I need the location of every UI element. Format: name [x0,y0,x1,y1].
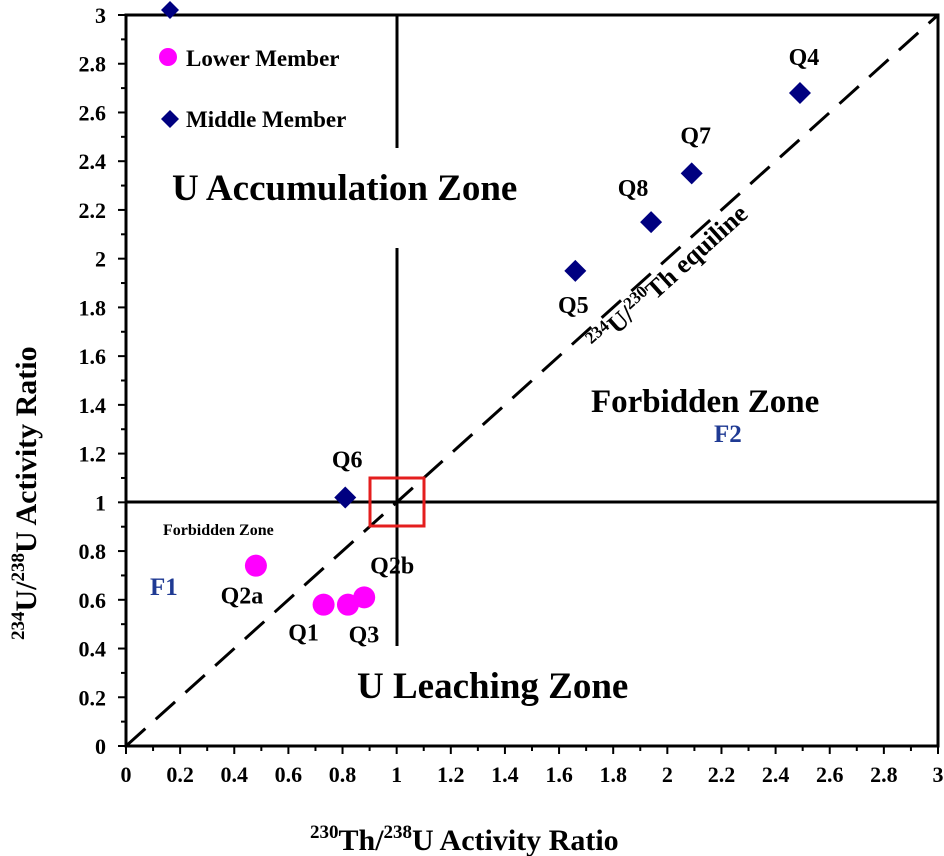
point-q2a [244,554,267,577]
region-f1-label: F1 [150,574,178,601]
y-tick-label: 1.2 [79,442,107,467]
point-q2b [353,586,376,609]
point-q5 [564,259,587,282]
y-tick-label: 0.2 [79,685,107,710]
x-tick-label: 1.2 [437,762,465,787]
y-tick-label: 2.6 [79,100,107,125]
point-q1 [312,593,335,616]
y-tick-label: 1.6 [79,344,107,369]
equiline-label: 234U/230Th equiline [581,197,753,356]
y-axis-title-el1: U/ [10,581,43,612]
y-tick-label: 2.2 [79,198,107,223]
x-tick-label: 0.6 [275,762,303,787]
point-label-q3: Q3 [349,623,380,649]
point-label-q2b: Q2b [370,553,414,579]
y-tick-label: 0.4 [79,637,107,662]
x-tick-label: 2.4 [762,762,790,787]
legend-marker-middle-member [161,110,179,128]
x-tick-label: 2.6 [816,762,844,787]
point-label-q1: Q1 [288,621,319,647]
y-tick-label: 1 [95,490,106,515]
x-axis-title-iso1: 230 [310,822,339,843]
x-tick-label: 2.8 [870,762,898,787]
point-label-q6: Q6 [332,447,363,473]
y-axis-title-iso1: 234 [8,611,29,640]
x-tick-label: 2 [662,762,673,787]
y-tick-label: 0.6 [79,588,107,613]
point-label-q4: Q4 [789,45,820,71]
legend-label-middle-member: Middle Member [186,107,346,132]
y-tick-label: 2.8 [79,52,107,77]
equiline [124,13,940,748]
y-tick-label: 0.8 [79,539,107,564]
y-axis-title-el2: U Activity Ratio [10,346,43,553]
legend: Lower Member Middle Member [159,46,346,132]
y-tick-label: 3 [95,3,106,28]
legend-marker-lower-member [159,48,177,66]
zone-forbidden-small-label: Forbidden Zone [163,522,274,539]
zone-forbidden-large-label: Forbidden Zone [591,384,819,420]
x-tick-labels: 0 0.2 0.4 0.6 0.8 1 1.2 1.4 1.6 1.8 2 2.2 2.4 2.6 2.8 3 [121,762,944,787]
point-q6 [334,486,357,509]
y-tick-label: 1.4 [79,393,107,418]
x-axis-title: 230Th/238U Activity Ratio [310,822,619,856]
point-label-q7: Q7 [680,123,711,149]
y-axis-title: 234U/238U Activity Ratio [8,346,43,640]
zone-accumulation-label: U Accumulation Zone [172,168,517,209]
y-tick-label: 1.8 [79,295,107,320]
point-q7 [680,162,703,185]
x-tick-label: 0.4 [221,762,249,787]
x-tick-label: 2.2 [708,762,736,787]
x-tick-label: 3 [933,762,944,787]
point-label-q8: Q8 [618,176,649,202]
x-axis-title-iso2: 238 [384,822,413,843]
legend-label-lower-member: Lower Member [186,46,340,71]
x-tick-label: 0 [121,762,132,787]
x-axis-title-el2: U Activity Ratio [412,824,619,856]
x-tick-label: 1.4 [491,762,519,787]
y-tick-label: 0 [95,734,106,759]
region-f2-label: F2 [714,421,742,448]
x-axis-title-el1: Th/ [339,824,385,856]
equiline-label-el2: Th equiline [640,199,753,305]
data-points [244,81,811,616]
point-label-q2a: Q2a [221,584,264,610]
equilibrium-box [368,476,426,528]
axis-ticks [118,14,939,754]
x-tick-label: 1.6 [545,762,573,787]
y-tick-label: 2 [95,247,106,272]
x-tick-label: 0.8 [329,762,357,787]
y-axis-title-iso2: 238 [8,553,29,582]
point-q4 [788,81,811,104]
x-tick-label: 0.2 [166,762,194,787]
clipped-diamond-marker [161,1,179,19]
y-tick-label: 2.4 [79,149,107,174]
point-q8 [640,211,663,234]
data-point-labels: Q2a Q1 Q3 Q2b Q6 Q5 Q8 Q7 Q4 [221,45,820,649]
x-tick-label: 1.8 [599,762,627,787]
zone-leaching-label: U Leaching Zone [357,666,628,707]
y-tick-labels: 0 0.2 0.4 0.6 0.8 1 1.2 1.4 1.6 1.8 2 2.2 2.4 2.6 2.8 3 [79,3,107,759]
point-label-q5: Q5 [558,293,589,319]
x-tick-label: 1 [391,762,402,787]
